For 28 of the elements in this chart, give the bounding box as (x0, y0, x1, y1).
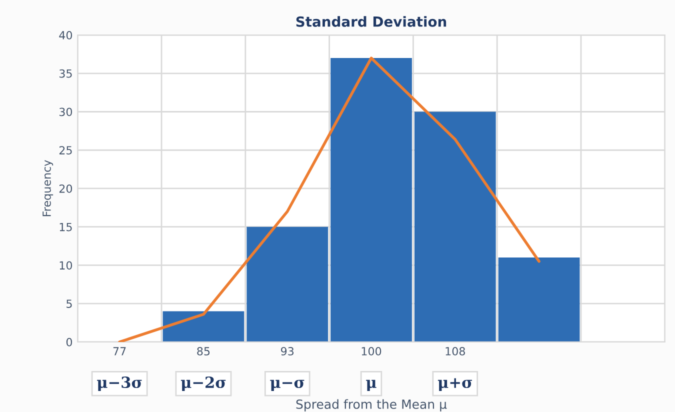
bar (330, 58, 412, 342)
y-tick-label: 25 (59, 146, 72, 154)
text: μ−σ (270, 380, 304, 392)
x-tick-label: 77 (113, 347, 126, 356)
bar (246, 226, 328, 342)
bar (498, 258, 580, 342)
y-tick-label: 5 (66, 300, 72, 308)
x-tick-label: 108 (446, 347, 465, 356)
bar (414, 112, 496, 342)
y-tick-label: 10 (60, 261, 72, 270)
text: μ−3σ (97, 376, 142, 392)
y-axis-title: Frequency (42, 160, 54, 216)
x-tick-label: 100 (362, 347, 382, 356)
y-tick-label: 30 (59, 108, 72, 116)
y-tick-label: 20 (59, 184, 72, 193)
x-tick-label: 85 (197, 347, 210, 356)
text: μ−2σ (180, 376, 226, 392)
chart-title: Standard Deviation (296, 16, 446, 27)
x-axis-title: Spread from the Mean μ (296, 399, 447, 412)
bar (162, 311, 244, 342)
y-tick-label: 35 (59, 69, 72, 78)
x-tick-label: 93 (280, 347, 294, 356)
line-series (118, 56, 540, 342)
y-tick-label: 15 (60, 222, 72, 232)
y-tick-label: 0 (66, 338, 72, 346)
text: μ+σ (438, 378, 472, 392)
text: μ (366, 380, 376, 392)
y-tick-label: 40 (59, 30, 72, 40)
